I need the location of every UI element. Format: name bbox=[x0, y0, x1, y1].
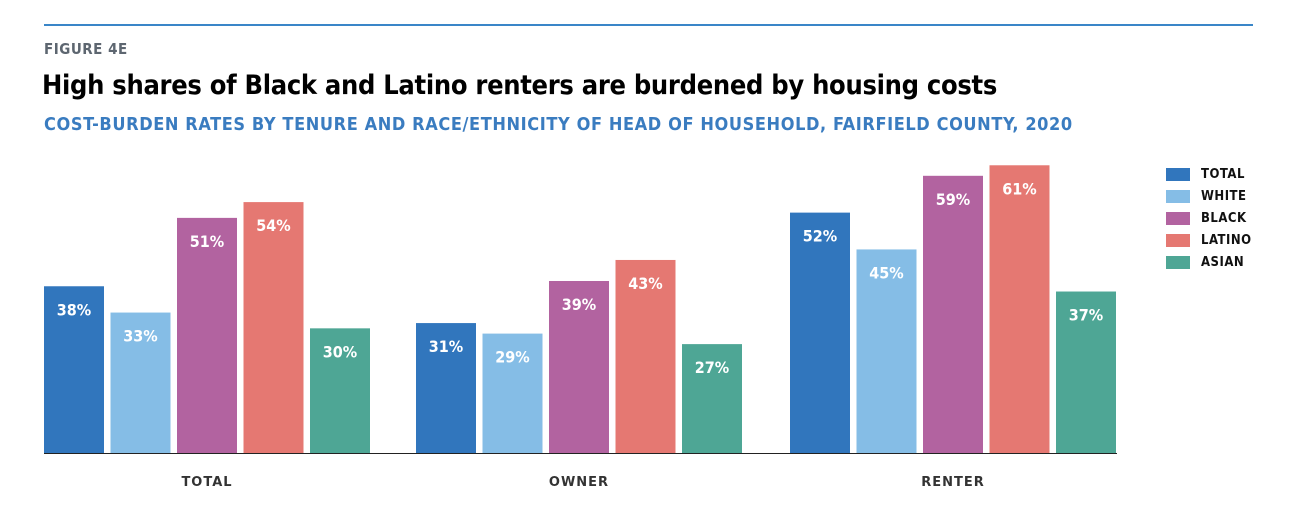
legend-item: ASIAN bbox=[1166, 251, 1252, 273]
data-label: 52% bbox=[803, 227, 837, 246]
bar-total-white bbox=[110, 312, 171, 453]
data-label: 51% bbox=[190, 232, 224, 251]
data-label: 31% bbox=[429, 337, 463, 356]
top-rule bbox=[44, 24, 1253, 26]
bar-total-asian bbox=[310, 328, 370, 453]
legend-item: BLACK bbox=[1166, 207, 1252, 229]
bar-owner-black bbox=[549, 280, 609, 453]
bar-total-total bbox=[44, 286, 104, 453]
bar-total-black bbox=[177, 217, 237, 453]
category-label: OWNER bbox=[549, 475, 609, 490]
legend-label: ASIAN bbox=[1201, 254, 1245, 270]
data-label: 61% bbox=[1002, 179, 1036, 198]
legend-swatch bbox=[1166, 211, 1190, 225]
bar-renter-white bbox=[856, 249, 917, 453]
data-label: 33% bbox=[123, 327, 157, 346]
legend-item: TOTAL bbox=[1166, 163, 1252, 185]
legend-item: LATINO bbox=[1166, 229, 1252, 251]
data-label: 38% bbox=[57, 300, 91, 319]
category-label: TOTAL bbox=[181, 475, 232, 490]
data-label: 30% bbox=[323, 342, 357, 361]
bar-owner-asian bbox=[682, 344, 742, 453]
category-label: RENTER bbox=[921, 475, 985, 490]
chart-subtitle: COST-BURDEN RATES BY TENURE AND RACE/ETH… bbox=[44, 114, 1073, 135]
bar-total-latino bbox=[243, 202, 304, 453]
bar-renter-latino bbox=[989, 165, 1050, 453]
bar-owner-latino bbox=[615, 259, 676, 453]
figure-number: FIGURE 4E bbox=[44, 40, 128, 58]
legend-label: LATINO bbox=[1201, 232, 1252, 248]
legend-swatch bbox=[1166, 255, 1190, 269]
legend-swatch bbox=[1166, 233, 1190, 247]
data-label: 37% bbox=[1069, 306, 1103, 325]
data-label: 59% bbox=[936, 190, 970, 209]
legend-swatch bbox=[1166, 189, 1190, 203]
legend: TOTAL WHITE BLACK LATINO ASIAN bbox=[1166, 163, 1252, 273]
chart-title: High shares of Black and Latino renters … bbox=[42, 70, 997, 101]
bar-owner-white bbox=[482, 333, 543, 453]
bar-renter-total bbox=[790, 212, 850, 453]
data-label: 45% bbox=[869, 263, 903, 282]
legend-label: TOTAL bbox=[1201, 166, 1245, 182]
bar-owner-total bbox=[416, 323, 476, 453]
legend-label: BLACK bbox=[1201, 210, 1247, 226]
data-label: 43% bbox=[628, 274, 662, 293]
data-label: 39% bbox=[562, 295, 596, 314]
legend-item: WHITE bbox=[1166, 185, 1252, 207]
data-label: 27% bbox=[695, 358, 729, 377]
data-label: 29% bbox=[495, 348, 529, 367]
legend-swatch bbox=[1166, 167, 1190, 181]
bar-renter-asian bbox=[1056, 291, 1116, 453]
legend-label: WHITE bbox=[1201, 188, 1247, 204]
data-label: 54% bbox=[256, 216, 290, 235]
bar-renter-black bbox=[923, 175, 983, 453]
